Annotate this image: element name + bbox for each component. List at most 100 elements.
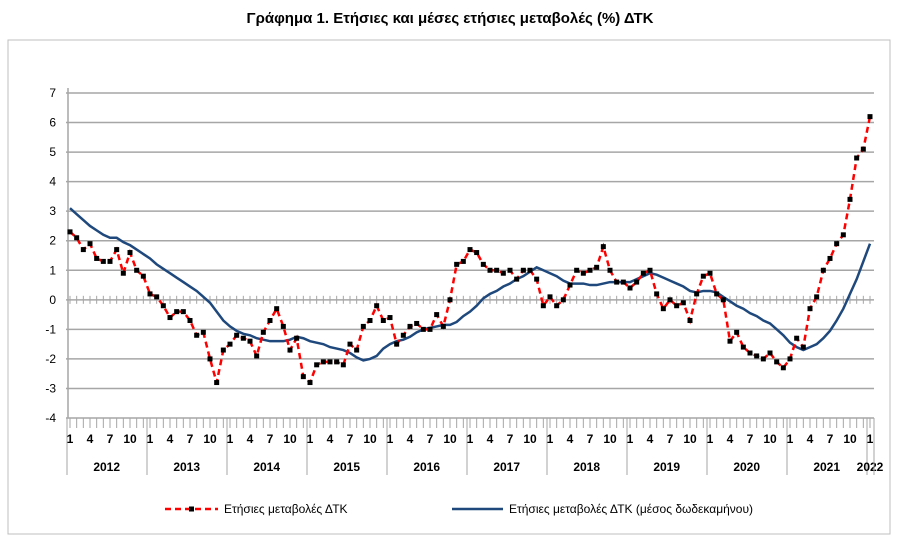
y-tick-label: 6	[49, 116, 56, 130]
month-tick-label: 4	[407, 432, 414, 446]
data-point-marker	[254, 353, 260, 359]
data-point-marker	[347, 341, 353, 347]
month-tick-label: 1	[387, 432, 394, 446]
year-label: 2018	[573, 460, 600, 474]
data-point-marker	[754, 353, 760, 359]
data-point-marker	[274, 306, 280, 312]
data-point-marker	[287, 347, 293, 353]
data-point-marker	[787, 356, 793, 362]
data-point-marker	[640, 270, 646, 276]
data-point-marker	[480, 261, 486, 267]
data-point-marker	[507, 267, 513, 273]
y-tick-label: -3	[45, 381, 56, 395]
data-point-marker	[807, 306, 813, 312]
data-point-marker	[747, 350, 753, 356]
data-point-marker	[267, 318, 273, 323]
data-point-marker	[87, 241, 93, 247]
month-tick-label: 10	[683, 432, 697, 446]
data-point-marker	[767, 350, 773, 356]
data-point-marker	[194, 332, 200, 338]
data-point-marker	[167, 315, 173, 321]
data-point-marker	[827, 255, 833, 261]
month-tick-label: 10	[123, 432, 137, 446]
y-tick-label: -1	[45, 322, 56, 336]
year-label: 2019	[653, 460, 680, 474]
data-point-marker	[587, 267, 593, 273]
data-point-marker	[527, 267, 533, 273]
data-point-marker	[387, 315, 393, 321]
data-point-marker	[780, 365, 786, 371]
month-tick-label: 1	[307, 432, 314, 446]
month-tick-label: 7	[427, 432, 434, 446]
data-point-marker	[727, 338, 733, 344]
month-tick-label: 7	[587, 432, 594, 446]
month-tick-label: 7	[667, 432, 674, 446]
month-tick-label: 4	[727, 432, 734, 446]
data-point-marker	[820, 267, 826, 273]
month-tick-label: 10	[203, 432, 217, 446]
month-tick-label: 1	[227, 432, 234, 446]
year-label: 2021	[813, 460, 840, 474]
data-point-marker	[227, 341, 233, 347]
month-tick-label: 4	[487, 432, 494, 446]
legend-marker-annual	[189, 506, 194, 512]
data-point-marker	[774, 359, 780, 365]
data-point-marker	[514, 276, 520, 282]
data-point-marker	[534, 276, 540, 282]
data-point-marker	[487, 267, 493, 273]
data-point-marker	[327, 359, 333, 365]
month-tick-label: 7	[747, 432, 754, 446]
data-point-marker	[520, 267, 526, 273]
month-tick-label: 7	[107, 432, 114, 446]
data-point-marker	[574, 267, 580, 273]
data-point-marker	[494, 267, 500, 273]
data-point-marker	[394, 341, 400, 347]
month-tick-label: 10	[443, 432, 457, 446]
data-point-marker	[134, 267, 140, 273]
y-tick-label: 2	[49, 234, 56, 248]
data-point-marker	[220, 347, 226, 353]
month-tick-label: 10	[363, 432, 377, 446]
data-point-marker	[207, 356, 213, 362]
data-point-marker	[674, 303, 680, 309]
month-tick-label: 7	[187, 432, 194, 446]
month-tick-label: 7	[827, 432, 834, 446]
data-point-marker	[187, 318, 193, 323]
data-point-marker	[400, 332, 406, 338]
data-point-marker	[600, 244, 606, 250]
data-point-marker	[760, 356, 766, 362]
y-tick-label: -2	[45, 352, 56, 366]
chart-title: Γράφημα 1. Ετήσιες και μέσες ετήσιες μετ…	[246, 10, 654, 27]
data-point-marker	[694, 291, 700, 297]
data-point-marker	[607, 267, 613, 273]
data-point-marker	[634, 279, 640, 285]
data-point-marker	[380, 318, 386, 323]
data-point-marker	[627, 285, 633, 291]
legend-label-annual: Ετήσιες μεταβολές ΔΤΚ	[224, 502, 348, 516]
data-point-marker	[74, 235, 80, 241]
data-point-marker	[660, 306, 666, 312]
month-tick-label: 1	[67, 432, 74, 446]
chart-frame	[7, 39, 891, 535]
data-point-marker	[140, 273, 146, 279]
year-label: 2020	[733, 460, 760, 474]
data-point-marker	[434, 312, 440, 318]
data-point-marker	[420, 326, 426, 332]
data-point-marker	[547, 294, 553, 300]
data-point-marker	[700, 273, 706, 279]
data-point-marker	[427, 326, 433, 332]
data-point-marker	[620, 279, 626, 285]
month-tick-label: 1	[467, 432, 474, 446]
data-point-marker	[154, 294, 160, 300]
data-point-marker	[160, 303, 166, 309]
data-point-marker	[560, 297, 566, 303]
month-tick-label: 4	[167, 432, 174, 446]
series-line-12m-average	[69, 207, 872, 362]
data-point-marker	[854, 155, 860, 161]
data-point-marker	[867, 114, 873, 120]
data-point-marker	[460, 258, 466, 264]
data-point-marker	[407, 323, 413, 329]
data-point-marker	[340, 362, 346, 368]
